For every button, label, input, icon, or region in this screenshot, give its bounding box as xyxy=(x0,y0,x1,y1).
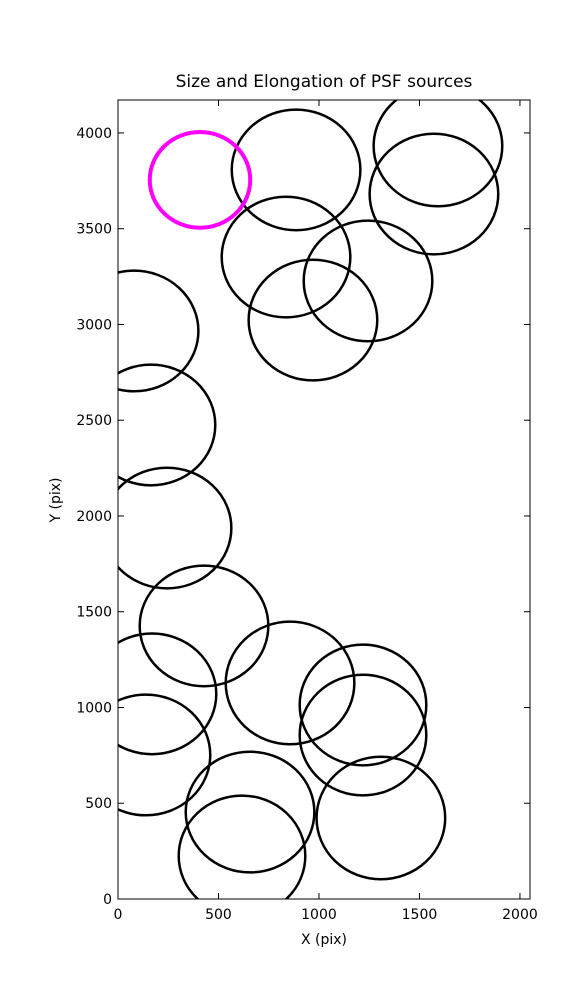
psf-ellipse xyxy=(147,129,253,230)
x-tick-label: 2000 xyxy=(502,907,538,923)
psf-ellipse xyxy=(247,258,379,382)
psf-ellipse xyxy=(118,363,217,487)
y-tick-label: 2000 xyxy=(76,509,112,525)
y-tick-label: 3500 xyxy=(76,222,112,238)
chart-title: Size and Elongation of PSF sources xyxy=(176,72,473,92)
plot-area xyxy=(118,100,504,899)
x-tick-label: 1500 xyxy=(402,907,438,923)
y-tick-label: 500 xyxy=(85,796,112,812)
y-tick-label: 0 xyxy=(103,892,112,908)
psf-ellipse xyxy=(177,794,307,899)
x-axis-label: X (pix) xyxy=(301,932,347,948)
x-tick-label: 0 xyxy=(114,907,123,923)
y-tick-label: 1500 xyxy=(76,605,112,621)
y-axis-label: Y (pix) xyxy=(48,478,64,524)
psf-ellipse xyxy=(220,195,352,319)
psf-ellipse xyxy=(118,632,218,756)
y-tick-label: 2500 xyxy=(76,413,112,429)
psf-ellipse xyxy=(118,693,212,817)
psf-ellipse xyxy=(118,269,200,393)
x-tick-label: 500 xyxy=(205,907,232,923)
psf-ellipse xyxy=(368,132,500,256)
x-tick-label: 1000 xyxy=(301,907,337,923)
psf-ellipse xyxy=(372,100,504,208)
psf-ellipse xyxy=(298,673,428,797)
y-tick-label: 3000 xyxy=(76,317,112,333)
psf-ellipse xyxy=(302,219,434,343)
psf-ellipse xyxy=(224,620,356,746)
psf-ellipse xyxy=(118,466,233,590)
psf-ellipse xyxy=(298,643,428,767)
psf-ellipse xyxy=(230,108,362,232)
psf-ellipse xyxy=(315,755,447,881)
y-tick-label: 4000 xyxy=(76,126,112,142)
psf-ellipse xyxy=(138,564,270,688)
psf-ellipse xyxy=(184,750,316,874)
plot-frame xyxy=(117,99,531,900)
y-tick-label: 1000 xyxy=(76,700,112,716)
